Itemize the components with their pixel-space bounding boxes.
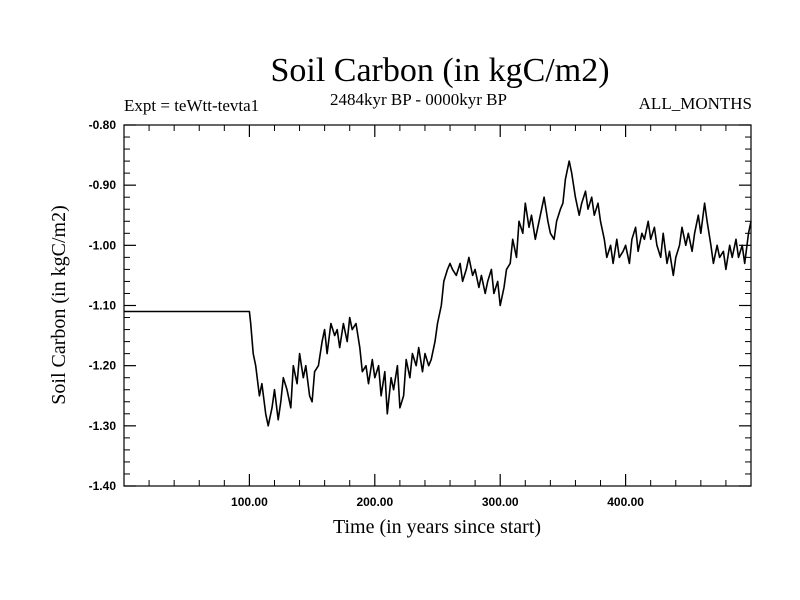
chart-subtitle: 2484kyr BP - 0000kyr BP: [330, 90, 507, 109]
x-tick-label: 400.00: [607, 495, 644, 509]
y-axis-label: Soil Carbon (in kgC/m2): [48, 205, 70, 404]
x-tick-label: 100.00: [231, 495, 268, 509]
soil-carbon-series-line: [124, 160, 752, 427]
months-label: ALL_MONTHS: [638, 94, 752, 113]
y-tick-label: -1.30: [89, 419, 117, 433]
ticks-layer: 100.00 200.00 300.00 400.00 -1.40 -1.30 -1.20 -…: [89, 118, 751, 509]
experiment-label: Expt = teWtt-tevta1: [124, 96, 260, 115]
y-tick-label: -0.80: [89, 118, 117, 132]
y-tick-label: -1.20: [89, 359, 117, 373]
y-tick-label: -1.40: [89, 479, 117, 493]
plot-frame: [123, 124, 752, 487]
y-tick-label: -0.90: [89, 178, 117, 192]
x-axis-label: Time (in years since start): [333, 516, 541, 538]
y-tick-label: -1.00: [89, 238, 117, 252]
x-tick-label: 300.00: [482, 495, 519, 509]
chart-title: Soil Carbon (in kgC/m2): [270, 52, 610, 89]
x-tick-label: 200.00: [356, 495, 393, 509]
y-tick-label: -1.10: [89, 299, 117, 313]
